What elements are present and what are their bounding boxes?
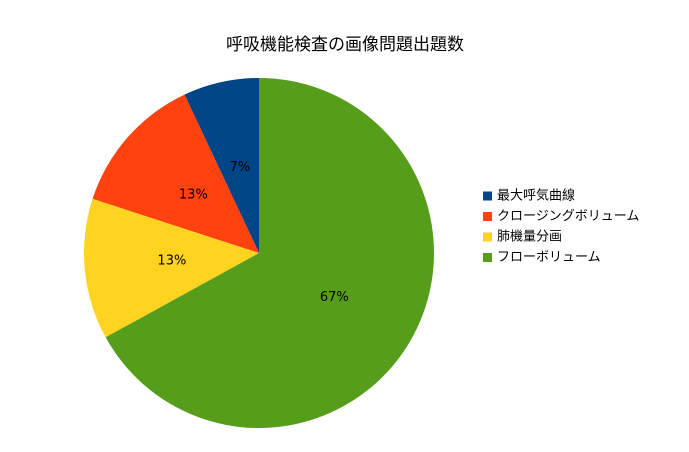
legend-label: 肺機量分画 — [497, 230, 562, 245]
legend-swatch — [483, 232, 492, 242]
legend-label: 最大呼気曲線 — [497, 188, 575, 204]
chart-title: 呼吸機能検査の画像問題出題数 — [226, 35, 464, 55]
data-label: 7% — [230, 160, 251, 175]
legend-swatch — [483, 253, 492, 262]
data-label: 13% — [157, 254, 186, 269]
legend-label: クロージングボリューム — [497, 209, 639, 224]
pie-slice — [92, 94, 259, 253]
legend-swatch — [483, 191, 492, 201]
pie-slice — [105, 78, 435, 429]
data-label: 13% — [179, 188, 208, 203]
legend-swatch — [483, 212, 492, 221]
pie-slice — [84, 198, 259, 338]
data-label: 67% — [320, 290, 349, 305]
pie-slice — [184, 78, 259, 253]
legend-label: フローボリューム — [497, 250, 601, 265]
